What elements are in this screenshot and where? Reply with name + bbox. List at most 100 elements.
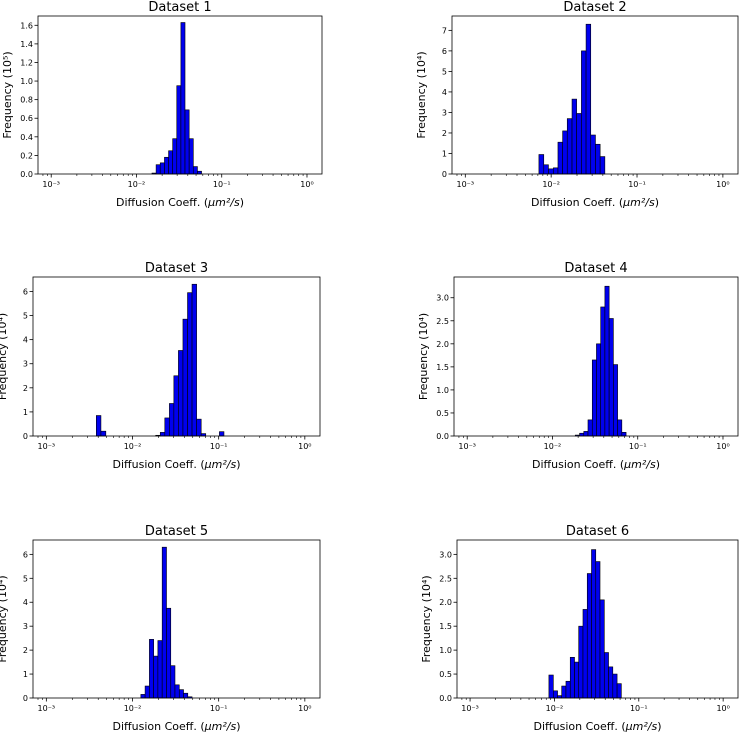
histogram-bar <box>574 661 580 699</box>
histogram-bar <box>157 640 163 699</box>
y-tick-label: 2 <box>23 384 28 393</box>
chart-title: Dataset 2 <box>563 0 626 15</box>
y-tick-label: 1.4 <box>20 40 33 49</box>
y-tick-label: 5 <box>442 67 447 76</box>
x-axis-label-suffix: ) <box>236 458 240 471</box>
x-tick-label: 10⁻² <box>544 442 562 451</box>
y-tick-label: 1 <box>23 670 28 679</box>
panel-dataset-5: 0 1 2 3 4 5 6 10⁻³ 10⁻² 10⁻¹ 10⁰ Dataset 5 Diffusion… <box>0 524 321 732</box>
x-axis-label-suffix: ) <box>236 720 240 732</box>
plot-frame <box>32 276 321 437</box>
histogram-bar <box>585 23 592 175</box>
x-tick-label: 10⁰ <box>716 704 729 713</box>
x-tick-label: 10⁻¹ <box>210 704 228 713</box>
plot-frame <box>456 539 739 699</box>
histogram-bar <box>561 685 567 699</box>
panel-dataset-3: 0 1 2 3 4 5 6 10⁻³ 10⁻² 10⁻¹ 10⁰ Dataset 3 Diffusion… <box>0 261 321 471</box>
y-tick-label: 5 <box>23 312 28 321</box>
histogram-bar <box>576 113 582 175</box>
x-tick-label: 10⁻³ <box>458 442 476 451</box>
x-tick-label: 10⁻³ <box>456 180 474 189</box>
histogram-bar <box>170 665 176 699</box>
histogram-bar <box>548 168 554 175</box>
histogram-bar <box>178 689 184 699</box>
histogram-bar <box>566 118 573 175</box>
histogram-bar <box>565 680 571 699</box>
histogram-bar <box>187 292 193 437</box>
histogram-bar <box>155 164 161 175</box>
x-tick-label: 10⁻² <box>546 704 564 713</box>
histogram-bar <box>548 674 554 699</box>
x-tick-label: 10⁻³ <box>461 704 479 713</box>
y-tick-label: 0 <box>23 432 28 441</box>
histogram-bar <box>164 417 170 437</box>
histogram-bar <box>612 673 618 699</box>
histogram-bar <box>219 431 225 437</box>
histogram-bar <box>613 364 618 437</box>
histogram-bar <box>553 690 558 699</box>
y-tick-label: 2.0 <box>436 340 449 349</box>
y-axis-label: Frequency (10⁴) <box>420 575 433 662</box>
y-tick-label: 4 <box>23 598 28 607</box>
y-tick-label: 1.6 <box>20 21 33 30</box>
histogram-bar <box>180 22 186 175</box>
x-tick-label: 10⁻¹ <box>213 180 231 189</box>
histogram-bar <box>168 150 173 175</box>
y-tick-label: 1.2 <box>20 58 33 67</box>
histogram-bar <box>184 109 190 175</box>
y-tick-label: 1.0 <box>20 77 33 86</box>
histogram-bar <box>144 685 150 699</box>
y-tick-label: 2 <box>442 129 447 138</box>
plot-frame <box>37 15 323 175</box>
x-tick-label: 10⁻¹ <box>628 180 646 189</box>
histogram-bar <box>176 85 182 175</box>
histogram-bar <box>590 134 596 175</box>
histogram-bar <box>159 162 165 175</box>
y-tick-label: 0.5 <box>439 670 452 679</box>
chart-title: Dataset 4 <box>564 261 627 276</box>
x-tick-label: 10⁰ <box>300 180 313 189</box>
y-tick-label: 3 <box>23 360 28 369</box>
chart-title: Dataset 5 <box>145 524 208 539</box>
y-tick-label: 2.0 <box>439 598 452 607</box>
histogram-bar <box>599 599 605 699</box>
panel-dataset-6: 0.0 0.5 1.0 1.5 2.0 2.5 3.0 10⁻³ 10⁻² 10⁻¹ 10⁰ Data… <box>420 524 739 732</box>
x-axis-label: Diffusion Coeff. (μm²/s) <box>534 720 662 732</box>
panel-dataset-4: 0.0 0.5 1.0 1.5 2.0 2.5 3.0 10⁻³ 10⁻² 10⁻¹ 10⁰ Data… <box>417 261 739 471</box>
y-tick-label: 6 <box>23 287 28 296</box>
x-axis-label-suffix: ) <box>655 196 659 209</box>
y-tick-label: 1 <box>23 408 28 417</box>
histogram-bar <box>543 164 549 175</box>
x-axis-label-suffix: ) <box>657 720 661 732</box>
x-axis-label-units: μm²/s <box>622 196 655 209</box>
histogram-bar <box>603 652 609 699</box>
histogram-bar <box>608 318 614 437</box>
histogram-bar <box>161 546 167 699</box>
histogram-bar <box>569 656 575 699</box>
x-tick-label: 10⁻³ <box>42 180 60 189</box>
histogram-bar <box>587 419 593 437</box>
x-tick-label: 10⁻³ <box>38 704 56 713</box>
y-tick-label: 3.0 <box>436 294 449 303</box>
histogram-bar <box>608 666 614 699</box>
histogram-bar <box>174 684 180 699</box>
plot-frame <box>453 276 739 437</box>
histogram-bar <box>149 639 154 699</box>
histogram-bar <box>596 343 602 437</box>
y-axis-label: Frequency (10⁴) <box>415 51 428 138</box>
y-tick-label: 6 <box>442 47 447 56</box>
x-tick-label: 10⁻² <box>128 180 146 189</box>
y-tick-label: 5 <box>23 574 28 583</box>
y-tick-label: 3 <box>442 108 447 117</box>
x-tick-label: 10⁻¹ <box>629 442 647 451</box>
histogram-bar <box>557 141 563 175</box>
x-tick-label: 10⁻² <box>124 442 142 451</box>
y-axis-label: Frequency (10⁴) <box>0 313 9 400</box>
histogram-bar <box>153 655 159 699</box>
histogram-bar <box>169 403 175 437</box>
histogram-bar <box>96 415 102 437</box>
histogram-bar <box>578 625 584 699</box>
y-tick-label: 0.5 <box>436 409 449 418</box>
panel-dataset-1: 0.0 0.2 0.4 0.6 0.8 1.0 1.2 1.4 1.6 10⁻³ 10⁻² 10⁻¹ 1… <box>1 0 323 209</box>
histogram-bar <box>586 573 592 699</box>
